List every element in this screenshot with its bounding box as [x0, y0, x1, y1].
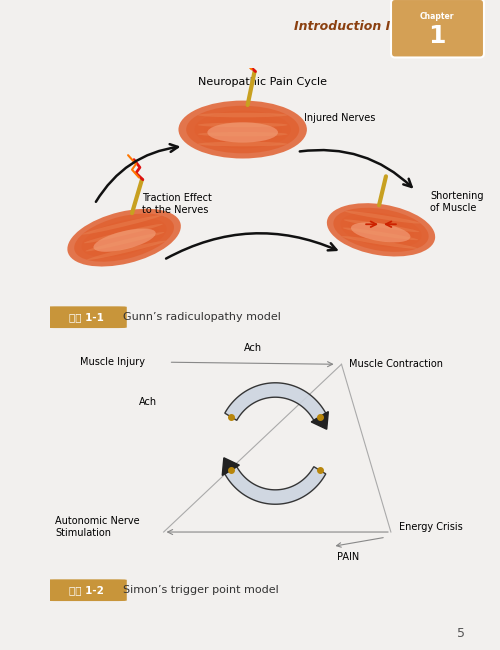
Ellipse shape: [87, 240, 166, 260]
Ellipse shape: [98, 226, 150, 249]
Ellipse shape: [348, 216, 414, 244]
Ellipse shape: [342, 236, 417, 249]
Ellipse shape: [186, 106, 299, 153]
Ellipse shape: [198, 132, 288, 136]
Text: Energy Crisis: Energy Crisis: [399, 522, 462, 532]
Ellipse shape: [351, 222, 410, 242]
Ellipse shape: [68, 209, 181, 266]
Text: Gunn’s radiculopathy model: Gunn’s radiculopathy model: [122, 312, 280, 322]
Ellipse shape: [342, 227, 418, 240]
Ellipse shape: [334, 208, 428, 252]
Text: Autonomic Nerve
Stimulation: Autonomic Nerve Stimulation: [55, 515, 140, 538]
Text: Simon’s trigger point model: Simon’s trigger point model: [122, 585, 278, 595]
Ellipse shape: [178, 101, 307, 159]
Ellipse shape: [208, 122, 278, 142]
FancyBboxPatch shape: [46, 306, 127, 328]
Ellipse shape: [86, 232, 164, 252]
Polygon shape: [222, 458, 240, 475]
Text: 그림 1-1: 그림 1-1: [69, 312, 104, 322]
Text: Traction Effect
to the Nerves: Traction Effect to the Nerves: [142, 193, 212, 215]
Text: Chapter: Chapter: [420, 12, 454, 21]
FancyArrowPatch shape: [166, 233, 336, 259]
Text: Muscle Injury: Muscle Injury: [80, 358, 144, 367]
Ellipse shape: [74, 214, 174, 262]
Text: Shortening
of Muscle: Shortening of Muscle: [430, 190, 484, 213]
Ellipse shape: [94, 229, 156, 252]
Ellipse shape: [82, 215, 162, 235]
FancyArrowPatch shape: [168, 530, 388, 534]
Polygon shape: [225, 467, 326, 504]
Ellipse shape: [344, 211, 420, 224]
FancyArrowPatch shape: [300, 150, 412, 187]
Text: Introduction I: Introduction I: [294, 20, 390, 32]
Text: PAIN: PAIN: [336, 552, 359, 562]
FancyArrowPatch shape: [336, 538, 383, 547]
Ellipse shape: [344, 220, 419, 232]
Ellipse shape: [198, 123, 288, 127]
Text: Ach: Ach: [139, 397, 157, 408]
Ellipse shape: [327, 203, 435, 257]
Ellipse shape: [204, 115, 281, 144]
FancyArrowPatch shape: [172, 361, 332, 367]
Text: Ach: Ach: [244, 343, 262, 353]
Ellipse shape: [90, 222, 158, 253]
Text: Neuropathic Pain Cycle: Neuropathic Pain Cycle: [198, 77, 327, 87]
Text: 1: 1: [428, 24, 446, 48]
Ellipse shape: [84, 224, 163, 243]
FancyBboxPatch shape: [391, 0, 484, 57]
Polygon shape: [311, 411, 328, 429]
Text: 5: 5: [457, 627, 465, 640]
Ellipse shape: [214, 118, 272, 140]
Ellipse shape: [340, 212, 421, 248]
Ellipse shape: [194, 111, 291, 148]
Ellipse shape: [356, 220, 406, 240]
Text: 그림 1-2: 그림 1-2: [69, 585, 104, 595]
FancyArrowPatch shape: [96, 144, 178, 202]
Ellipse shape: [198, 112, 288, 118]
FancyBboxPatch shape: [46, 579, 127, 601]
Ellipse shape: [198, 142, 288, 146]
Ellipse shape: [82, 218, 166, 257]
Polygon shape: [225, 383, 326, 421]
Text: Muscle Contraction: Muscle Contraction: [350, 359, 444, 369]
Text: Injured Nerves: Injured Nerves: [304, 113, 376, 124]
